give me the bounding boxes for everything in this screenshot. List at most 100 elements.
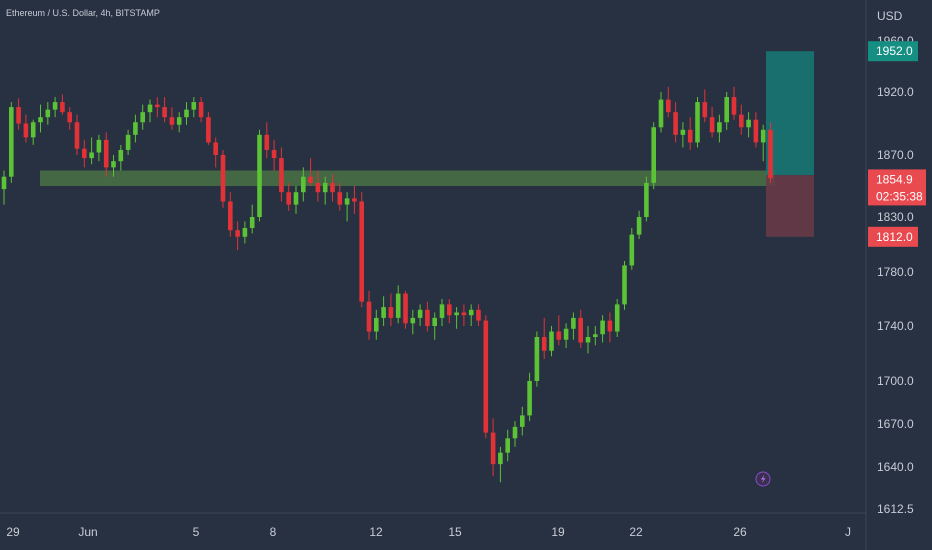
y-tick-label: 1612.5 bbox=[877, 502, 914, 516]
target-zone bbox=[766, 51, 814, 176]
candle-body bbox=[439, 304, 445, 318]
candle-body bbox=[505, 438, 510, 453]
candle bbox=[614, 299, 620, 337]
candle-body bbox=[206, 117, 211, 143]
candle bbox=[600, 315, 605, 343]
candle bbox=[417, 304, 423, 326]
y-tick-label: 1700.0 bbox=[877, 374, 914, 388]
candle-body bbox=[45, 109, 51, 118]
candle bbox=[16, 98, 21, 130]
current-price-tag bbox=[868, 169, 926, 206]
candle-body bbox=[30, 122, 36, 138]
candle-body bbox=[425, 309, 430, 326]
candle-body bbox=[395, 293, 401, 318]
candle-body bbox=[169, 117, 175, 125]
candle-body bbox=[322, 182, 328, 193]
candle bbox=[140, 104, 145, 130]
time-axis: 29 Jun 5 8 12 15 19 22 26 J bbox=[6, 525, 851, 539]
candle-body bbox=[666, 99, 671, 113]
candle bbox=[636, 210, 642, 239]
candle-body bbox=[301, 176, 306, 193]
candle-body bbox=[447, 304, 452, 316]
candle-body bbox=[257, 134, 262, 217]
candle-body bbox=[461, 312, 467, 316]
candle bbox=[359, 192, 364, 308]
candle-body bbox=[520, 415, 525, 427]
candle bbox=[483, 315, 489, 439]
candle bbox=[308, 158, 313, 186]
x-tick-label: 12 bbox=[369, 525, 383, 539]
candle-body bbox=[111, 161, 116, 168]
candle bbox=[220, 149, 226, 208]
candle bbox=[155, 97, 160, 118]
candle-body bbox=[636, 217, 642, 235]
candle bbox=[103, 132, 109, 177]
candle bbox=[228, 192, 233, 237]
candle bbox=[293, 186, 299, 214]
candle bbox=[651, 122, 656, 190]
candle bbox=[541, 317, 547, 359]
candle bbox=[45, 102, 51, 125]
candle-body bbox=[125, 134, 131, 150]
candle bbox=[753, 112, 759, 148]
candle bbox=[52, 97, 58, 118]
chart-title: Ethereum / U.S. Dollar, 4h, BITSTAMP bbox=[6, 8, 160, 18]
candle bbox=[476, 304, 481, 326]
x-tick-label: 5 bbox=[193, 525, 200, 539]
candle bbox=[249, 204, 255, 234]
candle-body bbox=[673, 112, 678, 135]
candle-body bbox=[468, 309, 474, 316]
candle bbox=[366, 290, 372, 340]
alert-bolt-icon[interactable] bbox=[755, 471, 771, 487]
candle-body bbox=[578, 317, 583, 343]
candle bbox=[96, 134, 102, 162]
candle bbox=[505, 429, 510, 462]
target-price-tag bbox=[868, 41, 918, 62]
candle-body bbox=[155, 104, 160, 108]
x-tick-label: 8 bbox=[270, 525, 277, 539]
candle-body bbox=[293, 192, 299, 205]
candle-body bbox=[38, 117, 43, 123]
candle-body bbox=[133, 122, 138, 135]
candle-body bbox=[286, 192, 291, 205]
candle bbox=[687, 117, 693, 150]
candle bbox=[352, 186, 357, 214]
candle bbox=[571, 312, 576, 340]
candle bbox=[1, 170, 7, 205]
candle-body bbox=[271, 149, 277, 159]
candle-body bbox=[140, 112, 145, 123]
candle-body bbox=[658, 99, 664, 128]
candle-body bbox=[242, 228, 248, 237]
candle bbox=[388, 293, 394, 326]
candle bbox=[549, 326, 554, 357]
candle bbox=[374, 309, 379, 340]
candle bbox=[760, 124, 766, 162]
price-tags-layer: 1952.0 1854.9 02:35:38 1812.0 bbox=[868, 41, 926, 247]
x-tick-label: 19 bbox=[551, 525, 565, 539]
candle bbox=[534, 331, 540, 387]
candle bbox=[666, 86, 671, 118]
candle bbox=[271, 139, 277, 171]
candle bbox=[169, 107, 175, 130]
candle-body bbox=[571, 317, 576, 329]
candle bbox=[410, 309, 416, 335]
candle-body bbox=[724, 97, 729, 123]
candle bbox=[82, 139, 87, 168]
candle-body bbox=[432, 317, 437, 326]
candle bbox=[30, 119, 36, 145]
candle bbox=[118, 144, 124, 171]
candle bbox=[680, 122, 686, 148]
x-tick-label: 29 bbox=[6, 525, 20, 539]
candle bbox=[38, 104, 43, 133]
candle-body bbox=[198, 102, 204, 118]
candle bbox=[9, 102, 14, 183]
y-tick-label: 1640.0 bbox=[877, 460, 914, 474]
candle-body bbox=[67, 112, 72, 123]
candle bbox=[644, 176, 649, 222]
x-tick-label: 22 bbox=[629, 525, 643, 539]
candle bbox=[257, 129, 262, 222]
candle bbox=[322, 176, 328, 205]
candle-body bbox=[600, 320, 605, 335]
candle bbox=[607, 312, 613, 343]
